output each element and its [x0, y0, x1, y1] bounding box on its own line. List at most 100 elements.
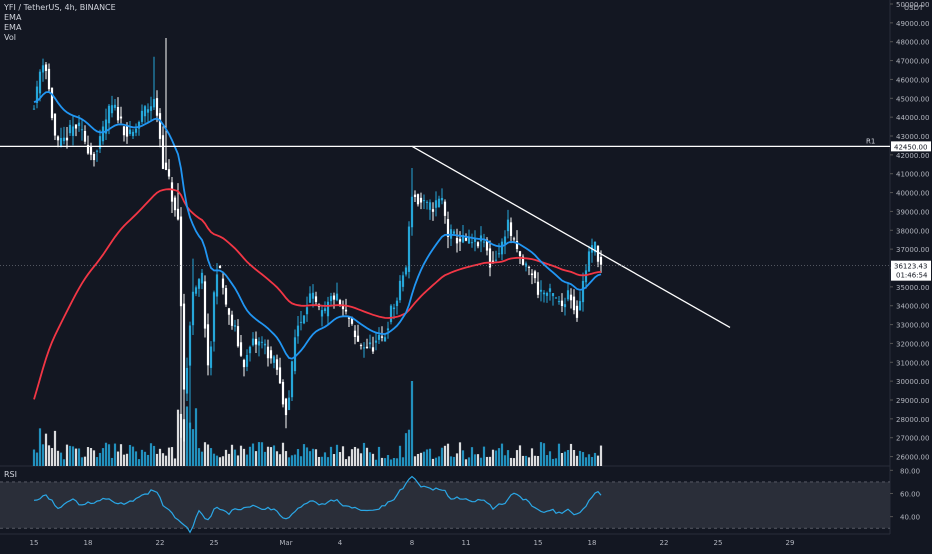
volume-bar — [440, 447, 444, 466]
volume-bar — [509, 457, 513, 466]
candle-body — [503, 236, 507, 244]
volume-bar — [578, 450, 582, 466]
resistance-price-label: 42450.00 — [894, 143, 927, 151]
volume-bar — [530, 448, 534, 466]
indicator-volume[interactable]: Vol — [4, 33, 16, 42]
candle-body — [191, 291, 195, 326]
candle-body — [122, 126, 126, 136]
volume-bar — [92, 450, 96, 466]
candle-body — [533, 271, 537, 279]
volume-bar — [431, 458, 435, 466]
candle-body — [506, 219, 510, 232]
candle-body — [293, 337, 297, 372]
volume-bar — [503, 455, 507, 466]
volume-bar — [134, 451, 138, 466]
volume-bar — [470, 447, 474, 466]
currency-label: USDT — [904, 4, 924, 12]
volume-bar — [413, 456, 417, 466]
candle-body — [584, 270, 588, 283]
resistance-price-tag — [891, 141, 931, 152]
candle-body — [374, 340, 378, 343]
candle-body — [464, 237, 468, 241]
candle-body — [179, 216, 183, 307]
volume-bar — [200, 451, 204, 466]
volume-bar — [347, 456, 351, 466]
volume-bar — [341, 446, 345, 466]
candle-body — [263, 343, 267, 346]
volume-bar — [209, 448, 213, 466]
candle-body — [530, 273, 534, 276]
candle-body — [275, 359, 279, 370]
volume-bar — [590, 456, 594, 466]
volume-bar — [455, 453, 459, 466]
volume-bar — [362, 442, 366, 466]
volume-bar — [323, 452, 327, 466]
price-tick-label: 30000.00 — [896, 378, 929, 386]
candle-body — [401, 275, 405, 287]
volume-bar — [359, 453, 363, 466]
candle-body — [89, 147, 93, 155]
candle-body — [596, 245, 600, 262]
volume-bar — [47, 445, 51, 466]
volume-bar — [380, 457, 384, 466]
volume-bar — [377, 446, 381, 466]
candle-body — [206, 324, 210, 366]
price-tick-label: 27000.00 — [896, 435, 929, 443]
volume-bar — [314, 449, 318, 466]
candle-body — [536, 281, 540, 295]
volume-bar — [140, 449, 144, 466]
volume-bar — [194, 408, 198, 466]
candle-body — [542, 292, 546, 295]
volume-bar — [131, 446, 135, 466]
indicator-ema-slow[interactable]: EMA — [4, 23, 22, 32]
time-tick-label: 22 — [156, 539, 165, 547]
candle-body — [50, 87, 54, 119]
volume-bar — [329, 446, 333, 466]
ema-lines — [33, 91, 602, 400]
volume-bar — [566, 450, 570, 466]
candle-body — [560, 300, 564, 307]
candle-body — [260, 341, 264, 343]
candle-body — [41, 65, 45, 73]
candle-body — [380, 336, 384, 338]
drawings[interactable]: R1 — [0, 137, 890, 328]
chart-legend: YFI / TetherUS, 4h, BINANCE EMA EMA Vol — [4, 3, 116, 43]
candle-body — [545, 292, 549, 296]
volume-bar — [551, 458, 555, 466]
volume-bar — [326, 457, 330, 466]
rsi-pane: RSI — [0, 470, 890, 534]
rsi-tick-label: 40.00 — [900, 514, 920, 522]
volume-bar — [284, 451, 288, 466]
volume-bar — [572, 450, 576, 466]
volume-bar — [305, 447, 309, 466]
candle-body — [386, 328, 390, 331]
volume-bar — [254, 451, 258, 466]
candle-body — [101, 126, 105, 142]
candle-body — [365, 346, 369, 349]
candle-body — [80, 129, 84, 131]
candle-body — [557, 301, 561, 303]
candle-body — [200, 272, 204, 284]
volume-bar — [389, 459, 393, 466]
candle-body — [212, 292, 216, 342]
candle-body — [497, 253, 501, 255]
time-tick-label: 25 — [714, 539, 723, 547]
candle-body — [209, 346, 213, 368]
time-tick-label: 25 — [210, 539, 219, 547]
volume-bar — [497, 448, 501, 466]
volume-bar — [164, 455, 168, 466]
candle-body — [272, 356, 276, 363]
candle-body — [410, 196, 414, 228]
symbol-title[interactable]: YFI / TetherUS, 4h, BINANCE — [4, 3, 116, 12]
candle-body — [527, 266, 531, 268]
candle-body — [371, 347, 375, 352]
candle-body — [59, 137, 63, 148]
indicator-ema-fast[interactable]: EMA — [4, 13, 22, 22]
volume-bar — [383, 458, 387, 466]
candle-body — [215, 274, 219, 297]
candle-body — [107, 105, 111, 124]
volume-bar — [485, 456, 489, 466]
